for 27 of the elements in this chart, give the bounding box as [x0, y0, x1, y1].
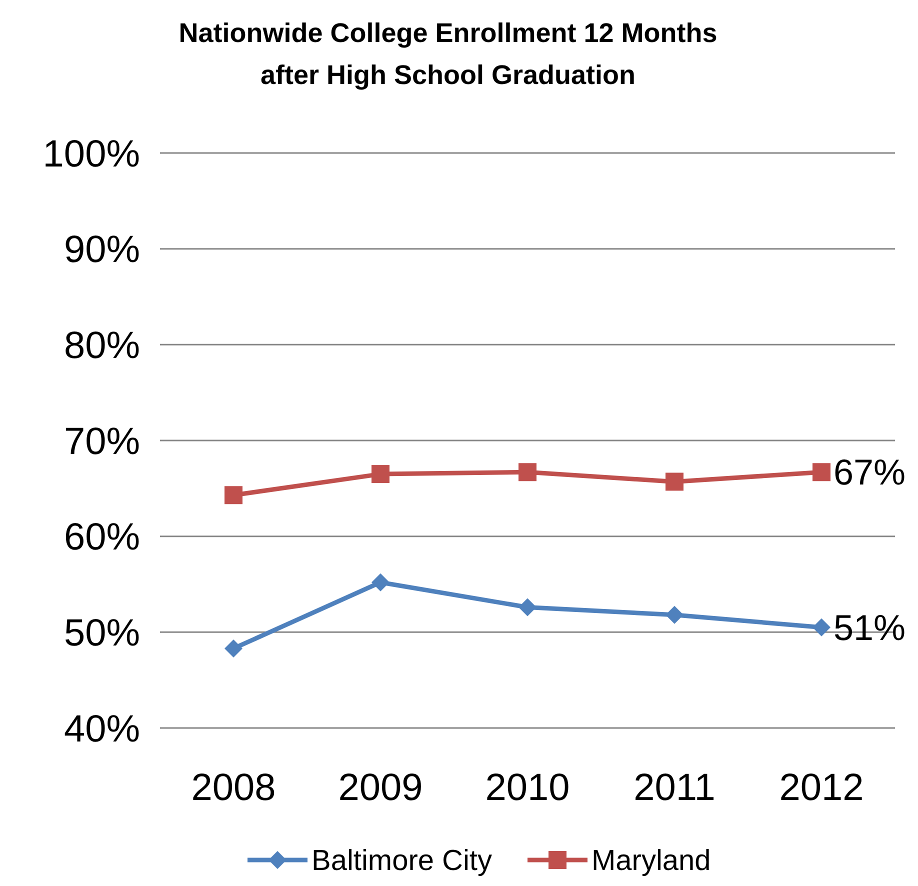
point: [518, 463, 536, 482]
x-tick-label: 2008: [191, 767, 276, 809]
point: [518, 598, 536, 616]
data-label: 51%: [834, 606, 906, 648]
y-tick-label: 100%: [42, 133, 140, 176]
data-label: 67%: [834, 452, 906, 493]
point: [372, 573, 390, 592]
x-tick-label: 2011: [634, 767, 716, 809]
point: [372, 465, 390, 484]
x-tick-label: 2009: [338, 767, 423, 809]
x-tick-label: 2010: [485, 767, 570, 809]
point: [812, 618, 830, 636]
point: [666, 472, 684, 491]
y-tick-label: 90%: [64, 229, 140, 272]
y-tick-label: 50%: [64, 612, 140, 654]
x-tick-label: 2012: [779, 767, 864, 809]
point: [812, 463, 830, 482]
point: [224, 486, 242, 504]
y-tick-label: 70%: [64, 420, 140, 463]
y-tick-label: 40%: [64, 708, 140, 750]
chart-title: Nationwide College Enrollment 12 Months after High School Graduation: [178, 18, 718, 90]
point: [666, 606, 684, 624]
y-tick-label: 80%: [64, 324, 140, 367]
y-tick-label: 60%: [64, 516, 140, 559]
legend-label: Maryland: [592, 845, 711, 878]
point: [224, 639, 242, 658]
legend-label: Baltimore City: [312, 845, 492, 878]
